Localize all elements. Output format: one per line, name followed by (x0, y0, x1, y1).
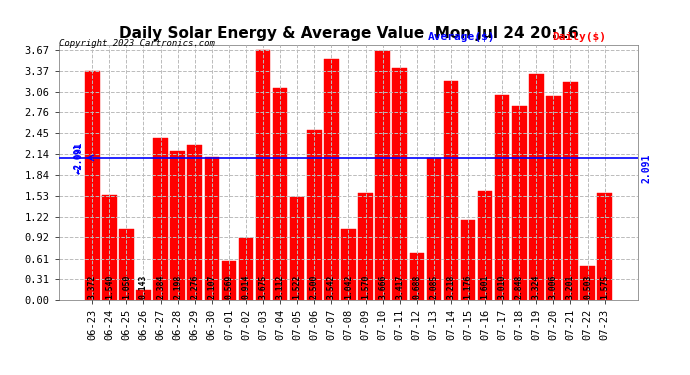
Bar (341, 229, 356, 300)
Text: 0.688: 0.688 (412, 274, 422, 298)
Text: Copyright 2023 Cartronics.com: Copyright 2023 Cartronics.com (59, 39, 215, 48)
Bar (239, 238, 253, 300)
Bar (393, 68, 407, 300)
Text: 1.540: 1.540 (105, 274, 114, 298)
Text: 2.198: 2.198 (173, 274, 182, 298)
Text: ←2.091: ←2.091 (74, 143, 83, 173)
Text: 0.569: 0.569 (224, 274, 233, 298)
Text: 3.006: 3.006 (549, 274, 558, 298)
Bar (529, 74, 544, 300)
Text: 1.176: 1.176 (464, 274, 473, 298)
Text: 3.112: 3.112 (275, 274, 285, 298)
Text: 1.575: 1.575 (600, 274, 609, 298)
Text: 3.372: 3.372 (88, 274, 97, 298)
Bar (136, 290, 150, 300)
Text: 1.050: 1.050 (122, 274, 131, 298)
Text: Daily($): Daily($) (552, 32, 606, 42)
Text: 2.848: 2.848 (515, 274, 524, 298)
Bar (324, 59, 339, 300)
Text: 3.324: 3.324 (532, 274, 541, 298)
Bar (85, 71, 99, 300)
Bar (256, 50, 270, 300)
Text: 2.500: 2.500 (310, 274, 319, 298)
Text: 3.010: 3.010 (497, 274, 506, 298)
Bar (546, 96, 561, 300)
Title: Daily Solar Energy & Average Value  Mon Jul 24 20:16: Daily Solar Energy & Average Value Mon J… (119, 26, 578, 41)
Text: 3.542: 3.542 (327, 274, 336, 298)
Text: 3.666: 3.666 (378, 274, 387, 298)
Bar (598, 193, 612, 300)
Text: 2.276: 2.276 (190, 274, 199, 298)
Bar (478, 191, 493, 300)
Bar (170, 150, 185, 300)
Text: 2.107: 2.107 (207, 274, 216, 298)
Text: 1.570: 1.570 (361, 274, 370, 298)
Bar (188, 145, 202, 300)
Bar (290, 196, 304, 300)
Text: 1.522: 1.522 (293, 274, 302, 298)
Bar (358, 193, 373, 300)
Text: 2.384: 2.384 (156, 274, 165, 298)
Bar (563, 82, 578, 300)
Text: 3.218: 3.218 (446, 274, 455, 298)
Bar (580, 266, 595, 300)
Text: 1.042: 1.042 (344, 274, 353, 298)
Bar (204, 157, 219, 300)
Bar (495, 95, 509, 300)
Text: 3.675: 3.675 (259, 274, 268, 298)
Bar (375, 51, 390, 300)
Bar (512, 106, 526, 300)
Text: 1.601: 1.601 (481, 274, 490, 298)
Bar (102, 195, 117, 300)
Bar (409, 253, 424, 300)
Bar (426, 158, 441, 300)
Bar (273, 88, 288, 300)
Text: 0.143: 0.143 (139, 274, 148, 298)
Bar (221, 261, 236, 300)
Bar (461, 220, 475, 300)
Text: 0.503: 0.503 (583, 274, 592, 298)
Bar (307, 130, 322, 300)
Text: Average($): Average($) (428, 32, 495, 42)
Text: 0.914: 0.914 (241, 274, 250, 298)
Text: ←2.091: ←2.091 (75, 142, 83, 174)
Bar (444, 81, 458, 300)
Text: 2.085: 2.085 (429, 274, 438, 298)
Bar (119, 229, 134, 300)
Text: 3.417: 3.417 (395, 274, 404, 298)
Text: 3.201: 3.201 (566, 274, 575, 298)
Bar (153, 138, 168, 300)
